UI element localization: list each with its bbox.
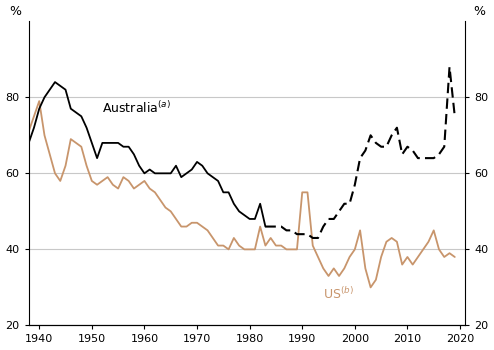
Text: %: % (473, 5, 485, 18)
Text: %: % (9, 5, 21, 18)
Text: US$^{(b)}$: US$^{(b)}$ (323, 286, 354, 302)
Text: Australia$^{(a)}$: Australia$^{(a)}$ (102, 100, 171, 116)
